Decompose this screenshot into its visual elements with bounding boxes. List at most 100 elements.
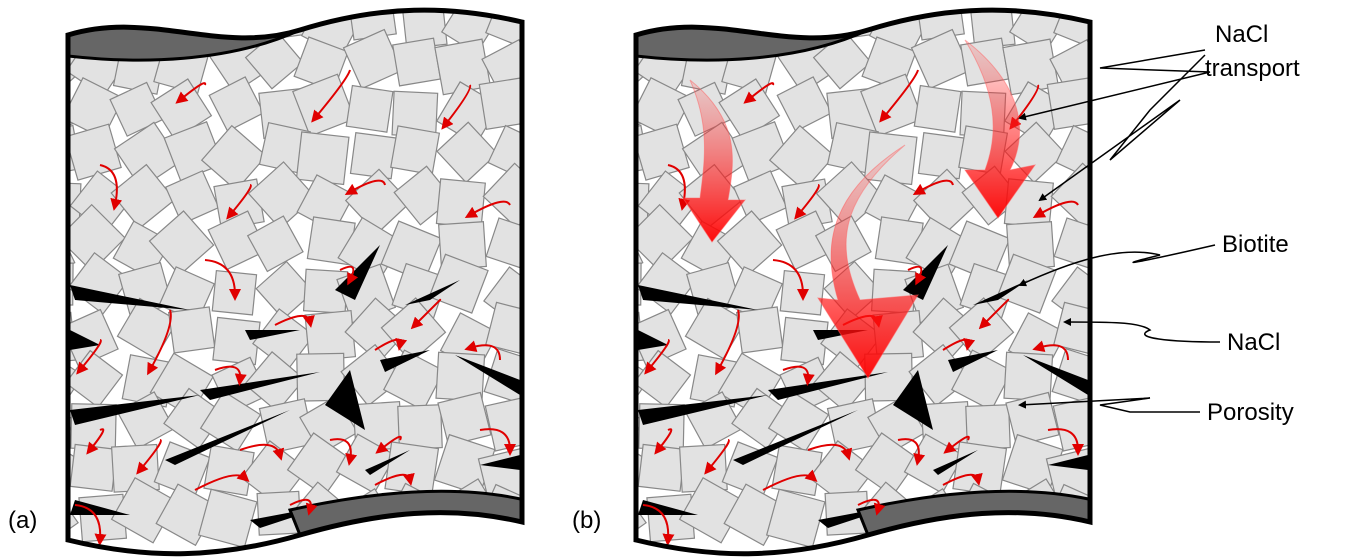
transport-arrow (74, 504, 107, 546)
grain (436, 121, 499, 184)
grain (913, 84, 962, 133)
transport-arrow (642, 504, 675, 546)
grain (1053, 217, 1090, 270)
grain (637, 443, 686, 492)
grain (208, 76, 265, 133)
grain (168, 306, 216, 354)
grain (776, 76, 833, 133)
grain (286, 432, 352, 497)
panel (636, 10, 1090, 554)
grain (148, 210, 215, 276)
grain (915, 10, 965, 41)
grain (912, 297, 979, 364)
transport-arrow (715, 309, 740, 376)
grain (428, 253, 489, 314)
transport-arrow (897, 438, 926, 466)
grain (110, 163, 176, 229)
panel (23, 3, 522, 554)
transport-arrow (879, 69, 919, 123)
biotite (245, 330, 300, 340)
annotation: NaCl (1215, 21, 1268, 48)
grain (197, 488, 258, 549)
panel-outline (65, 7, 525, 557)
biotite (948, 350, 998, 372)
grain (808, 440, 876, 508)
grain (636, 219, 644, 284)
panel-label: (b) (572, 507, 601, 534)
panel-label: (a) (8, 507, 37, 534)
grain (212, 316, 261, 366)
transport-arrow (782, 365, 815, 386)
biotite (365, 450, 410, 475)
transport-arrow (204, 259, 241, 301)
transport-arrow (907, 265, 927, 286)
big-transport-arrow (817, 144, 919, 379)
annotation: Porosity (1207, 399, 1294, 426)
transport-arrow (644, 339, 670, 375)
biotite (165, 410, 290, 465)
grain (435, 178, 486, 229)
transport-arrow (654, 428, 673, 455)
grain (478, 76, 522, 130)
transport-arrow (311, 69, 351, 123)
transport-arrow (479, 428, 516, 456)
biotite (733, 410, 858, 465)
transport-arrow (194, 469, 250, 491)
biotite (380, 350, 430, 372)
grain (69, 443, 118, 492)
biotite (1023, 355, 1088, 395)
biotite (70, 330, 100, 350)
grain (437, 391, 492, 447)
biotite (70, 285, 190, 310)
transport-arrow (704, 439, 730, 475)
biotite (638, 500, 698, 515)
grain (23, 3, 66, 46)
grain (732, 170, 788, 225)
transport-arrow (807, 443, 853, 461)
biotite (1048, 455, 1088, 470)
transport-arrow (857, 498, 886, 516)
grain (344, 297, 411, 364)
grain (345, 84, 394, 133)
grain (716, 210, 783, 276)
grain (240, 440, 308, 508)
transport-arrow (912, 179, 954, 195)
grain (1053, 301, 1090, 356)
grain (484, 395, 522, 452)
grain (482, 162, 522, 229)
grain (164, 170, 220, 225)
grain (765, 488, 826, 549)
transport-arrow (339, 265, 359, 286)
biotite (638, 330, 668, 350)
transport-arrow (794, 184, 820, 220)
biotite (480, 455, 520, 470)
grain (854, 432, 920, 497)
transport-arrow (274, 315, 315, 328)
transport-arrow (441, 84, 472, 130)
grain (68, 76, 125, 140)
grain (392, 37, 442, 87)
transport-arrow (374, 337, 408, 351)
biotite (325, 370, 365, 430)
transport-arrow (136, 439, 162, 475)
grain (347, 10, 397, 41)
biotite (70, 395, 200, 425)
transport-arrow (1047, 428, 1084, 456)
grain (68, 203, 126, 273)
transport-arrow (942, 472, 983, 486)
big-transport-arrow (964, 39, 1037, 219)
annotation: Biotite (1222, 231, 1289, 258)
panel-outline (633, 7, 1093, 557)
transport-arrow (226, 184, 252, 220)
grain (917, 132, 966, 180)
grain (636, 203, 694, 273)
biotite (893, 370, 933, 430)
grain (965, 404, 1011, 450)
big-transport-arrow (682, 79, 747, 243)
transport-arrow (410, 298, 442, 330)
transport-arrow (1032, 340, 1069, 361)
biotite (768, 372, 888, 400)
grain (1004, 121, 1067, 184)
biotite (405, 280, 460, 305)
